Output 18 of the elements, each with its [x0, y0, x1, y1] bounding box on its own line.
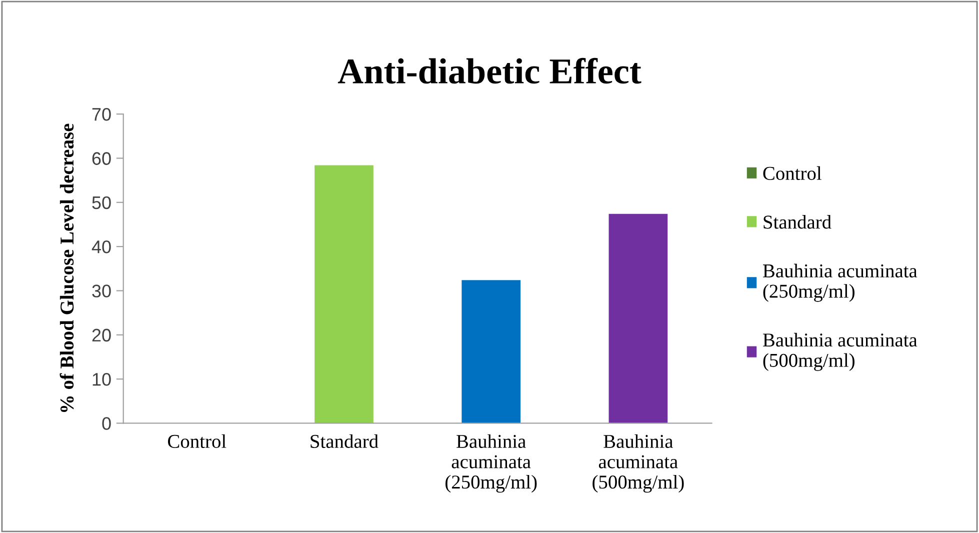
- y-tick-label: 60: [92, 152, 111, 165]
- y-tick-label: 10: [92, 372, 111, 386]
- legend-label: Bauhinia acuminata (500mg/ml): [763, 332, 918, 371]
- x-tick-label: Control: [168, 434, 226, 448]
- chart-title: Anti-diabetic Effect: [338, 58, 642, 84]
- y-tick-label: 40: [92, 240, 111, 254]
- y-tick-label: 20: [92, 328, 111, 342]
- x-tick-label: Bauhinia acuminata (500mg/ml): [592, 434, 684, 493]
- legend-label: Control: [763, 166, 822, 180]
- x-tick-label: Standard: [310, 434, 378, 448]
- legend-label: Bauhinia acuminata (250mg/ml): [763, 264, 918, 302]
- x-tick-label: Bauhinia acuminata (250mg/ml): [446, 434, 537, 493]
- y-tick-label: 70: [92, 108, 111, 121]
- y-tick-label: 50: [92, 196, 111, 210]
- y-tick-label: 30: [92, 284, 111, 298]
- y-axis-title: % of Blood Glucose Level decrease: [60, 124, 74, 412]
- y-tick-label: 0: [102, 417, 111, 430]
- legend-label: Standard: [764, 215, 832, 229]
